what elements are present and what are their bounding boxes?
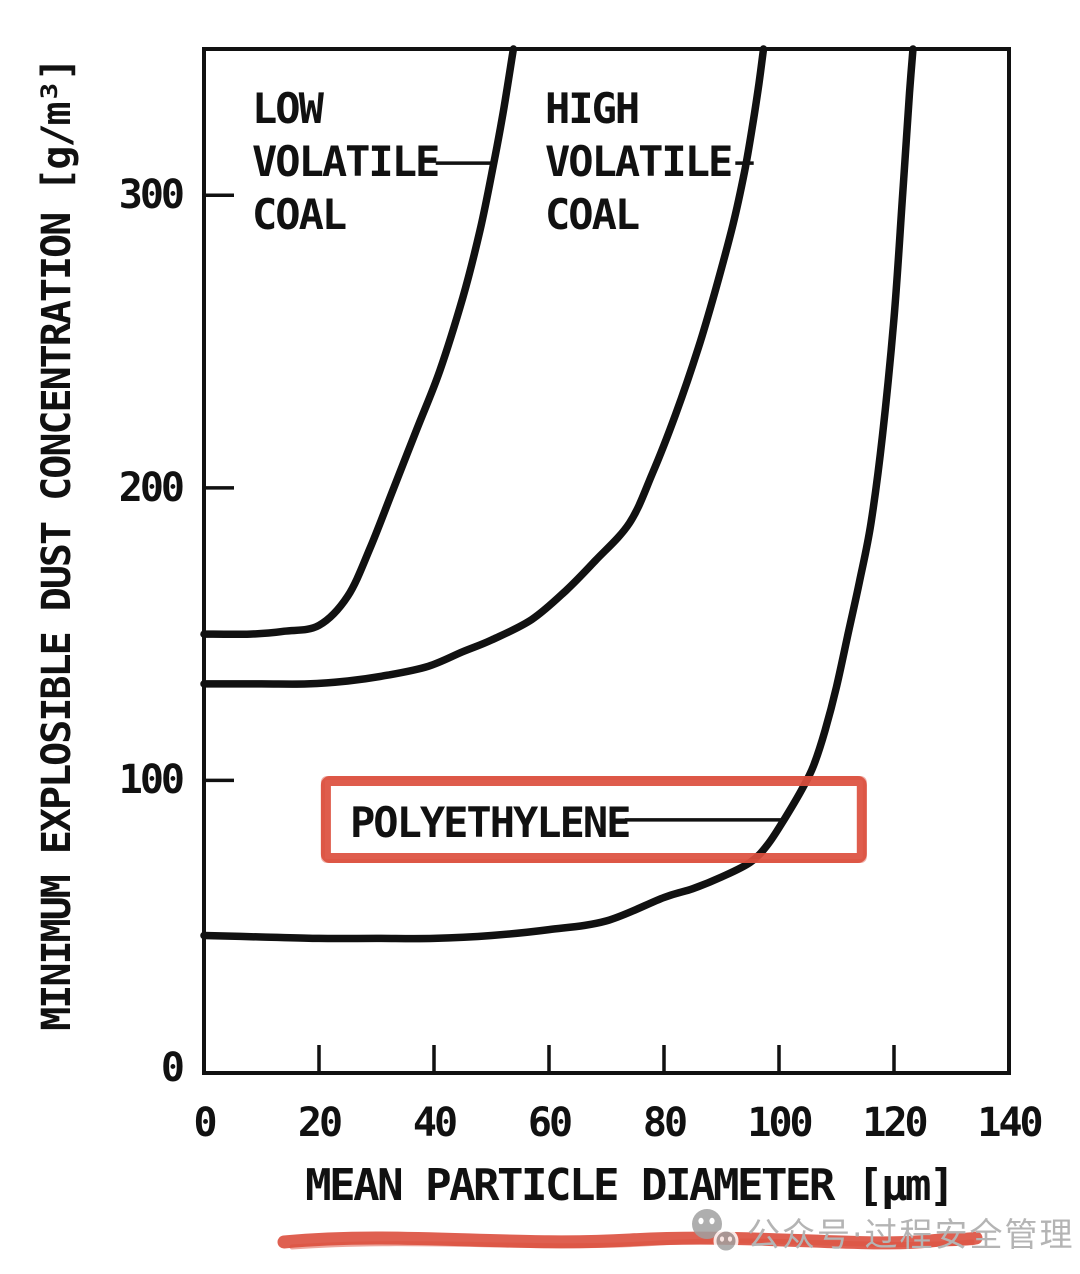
axis-tick-marks [206,193,896,1071]
label-polyethylene: POLYETHYLENE [350,796,631,849]
y-tick-label: 100 [118,757,185,804]
label-line: POLYETHYLENE [350,798,631,847]
polyethylene-highlight-box [320,776,867,863]
label-line: VOLATILE [252,137,440,186]
y-axis-title: MINIMUM EXPLOSIBLE DUST CONCENTRATION [g… [34,59,80,1031]
x-tick-label: 40 [412,1100,458,1146]
watermark-text: 公众号·过程安全管理 [747,1215,1075,1254]
x-tick-label: 100 [747,1100,813,1146]
label-line: LOW [252,84,324,133]
wechat-logo-icon [692,1209,739,1254]
x-tick-label: 80 [642,1100,688,1146]
x-tick-label: 20 [297,1100,343,1146]
plot-frame [202,47,1011,1075]
annotation-leader-lines [435,161,786,822]
label-line: HIGH [545,84,640,133]
label-line: COAL [252,190,347,239]
polyethylene-highlight-box-texture [320,776,867,863]
curve-high-volatile-coal [200,45,768,688]
label-high-volatile-coal: HIGH VOLATILE COAL [545,82,733,241]
red-underline [277,1231,983,1250]
x-tick-label: 120 [862,1100,928,1146]
x-axis-title: MEAN PARTICLE DIAMETER [μm] [305,1160,955,1211]
x-tick-label: 140 [977,1100,1043,1146]
label-line: COAL [545,190,640,239]
x-tick-label: 0 [193,1100,217,1146]
x-tick-label: 60 [527,1100,573,1146]
label-line: VOLATILE [545,137,733,186]
y-tick-label: 0 [160,1045,185,1091]
y-tick-label: 200 [118,464,185,511]
y-tick-label: 300 [118,172,185,219]
curve-low-volatile-coal [200,45,518,639]
red-underline-texture [289,1238,975,1250]
label-low-volatile-coal: LOW VOLATILE COAL [252,82,440,241]
